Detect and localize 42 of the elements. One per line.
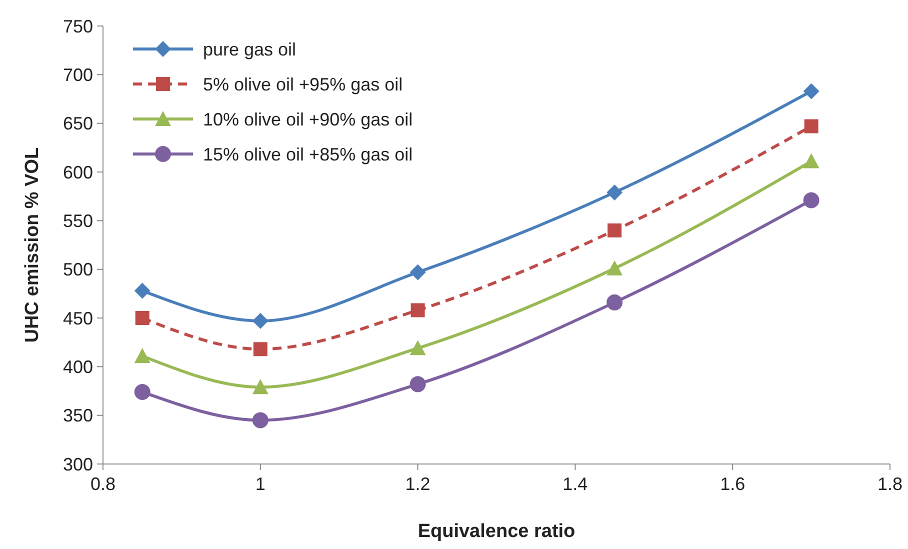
legend-label: 5% olive oil +95% gas oil (203, 74, 403, 94)
x-tick-label: 1.8 (877, 474, 903, 494)
x-axis-title: Equivalence ratio (418, 521, 576, 542)
legend-label: 10% olive oil +90% gas oil (203, 109, 413, 130)
y-tick-label: 700 (62, 64, 93, 85)
point (804, 119, 818, 134)
y-tick-label: 600 (62, 162, 93, 182)
point (410, 376, 426, 392)
point (253, 342, 268, 356)
y-axis-title: UHC emission % VOL (22, 146, 43, 343)
point (803, 153, 820, 168)
point (803, 83, 820, 100)
y-tick-label: 300 (62, 454, 93, 474)
y-tick-label: 750 (62, 16, 93, 36)
y-tick-label: 650 (62, 114, 93, 134)
legend-label: 15% olive oil +85% gas oil (203, 144, 413, 164)
x-tick-label: 0.8 (90, 474, 116, 494)
point (252, 379, 268, 394)
point (410, 303, 425, 318)
point (410, 264, 426, 280)
point (252, 412, 268, 428)
legend-label: pure gas oil (203, 39, 296, 60)
point (606, 260, 623, 276)
y-tick-label: 500 (62, 260, 93, 280)
x-tick-label: 1.2 (405, 474, 430, 494)
x-tick-label: 1.4 (562, 474, 588, 494)
y-tick-label: 450 (62, 308, 93, 328)
x-tick-label: 1.6 (720, 474, 746, 494)
point (252, 312, 268, 329)
y-tick-label: 350 (62, 406, 93, 426)
point (606, 294, 623, 310)
point (134, 384, 150, 400)
point (410, 340, 426, 356)
point (134, 348, 150, 363)
point (135, 311, 150, 325)
point (608, 223, 622, 238)
y-tick-label: 400 (62, 356, 93, 377)
point (134, 282, 150, 299)
point (606, 184, 623, 200)
y-tick-label: 550 (62, 210, 93, 231)
x-tick-label: 1 (255, 474, 266, 494)
point (803, 192, 820, 208)
